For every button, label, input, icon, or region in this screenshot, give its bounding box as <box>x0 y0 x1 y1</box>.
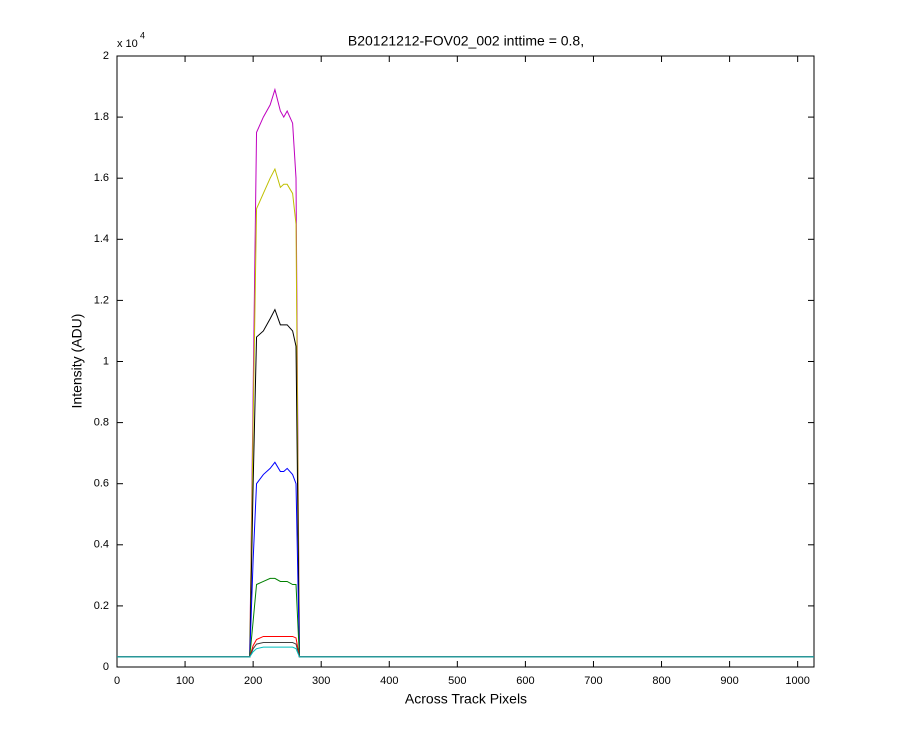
y-tick-label: 0.2 <box>94 600 109 612</box>
y-tick-label: 0.6 <box>94 478 109 490</box>
y-exponent-base: x 10 <box>117 38 138 50</box>
x-tick-label: 1000 <box>785 675 809 687</box>
y-tick-label: 1.6 <box>94 172 109 184</box>
plot-box <box>116 55 815 668</box>
y-exponent-power: 4 <box>140 30 145 40</box>
chart-title: B20121212-FOV02_002 inttime = 0.8, <box>348 33 584 49</box>
x-axis-label: Across Track Pixels <box>405 691 527 707</box>
y-tick-label: 0.8 <box>94 417 109 429</box>
y-tick-label: 0.4 <box>94 539 109 551</box>
x-tick-label: 100 <box>176 675 194 687</box>
x-tick-label: 0 <box>114 675 120 687</box>
y-tick-label: 1.4 <box>94 233 109 245</box>
x-tick-label: 400 <box>380 675 398 687</box>
y-tick-label: 1 <box>103 355 109 367</box>
x-tick-label: 300 <box>312 675 330 687</box>
x-tick-label: 800 <box>652 675 670 687</box>
x-tick-label: 200 <box>244 675 262 687</box>
y-tick-label: 2 <box>103 50 109 62</box>
y-tick-label: 1.2 <box>94 294 109 306</box>
x-tick-label: 900 <box>720 675 738 687</box>
series-line <box>117 646 814 658</box>
x-tick-label: 600 <box>516 675 534 687</box>
x-tick-label: 500 <box>448 675 466 687</box>
y-axis-label: Intensity (ADU) <box>69 314 85 409</box>
y-tick-label: 0 <box>103 661 109 673</box>
y-tick-label: 1.8 <box>94 111 109 123</box>
x-tick-label: 700 <box>584 675 602 687</box>
